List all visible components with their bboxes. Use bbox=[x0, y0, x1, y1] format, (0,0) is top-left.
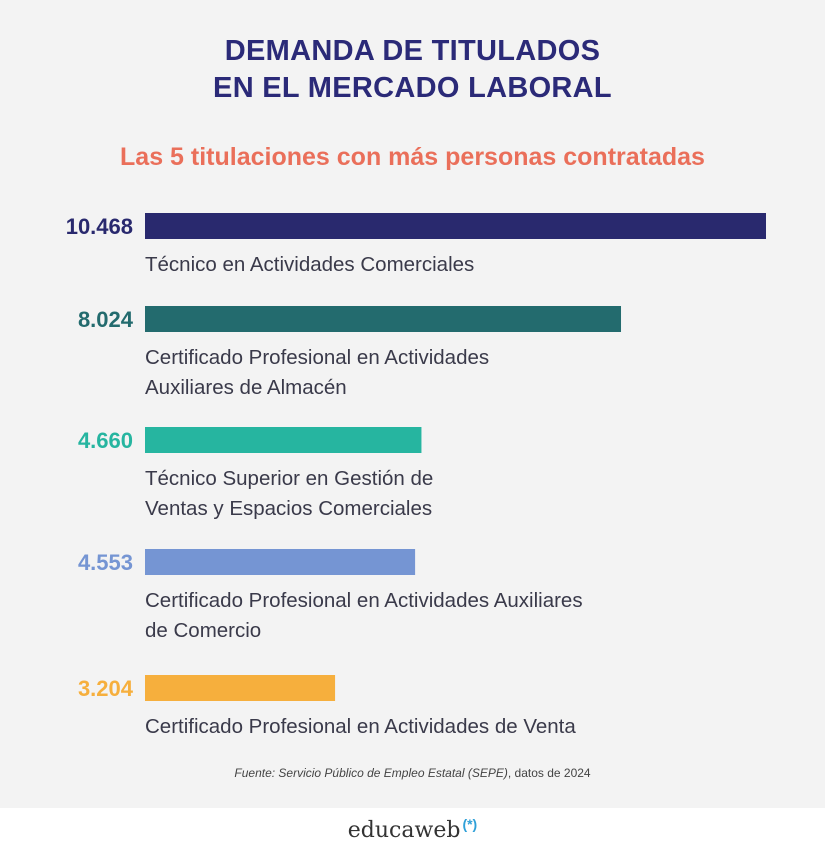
infographic-panel bbox=[0, 0, 825, 808]
value-label-1: 10.468 bbox=[66, 214, 133, 239]
chart-title-line-2: EN EL MERCADO LABORAL bbox=[213, 72, 612, 104]
category-label-5-line-1: Certificado Profesional en Actividades d… bbox=[145, 715, 576, 738]
bar-2 bbox=[145, 306, 622, 332]
brand-mark-icon: (*) bbox=[462, 816, 478, 832]
value-label-5: 3.204 bbox=[78, 676, 134, 701]
category-label-4: Certificado Profesional en Actividades A… bbox=[145, 586, 705, 646]
value-label-3: 4.660 bbox=[78, 428, 133, 453]
category-label-4-line-1: Certificado Profesional en Actividades A… bbox=[145, 589, 583, 612]
bar-chart: 10.468 8.024 4.660 4.553 3.204 bbox=[66, 213, 766, 701]
category-label-5: Certificado Profesional en Actividades d… bbox=[145, 712, 705, 742]
category-label-2: Certificado Profesional en Actividades Au… bbox=[145, 343, 705, 403]
bar-5 bbox=[145, 675, 336, 701]
chart-title-line-1: DEMANDA DE TITULADOS bbox=[224, 35, 601, 67]
footer: educaweb (*) bbox=[0, 808, 825, 850]
bar-4 bbox=[145, 549, 416, 575]
brand-logo[interactable]: educaweb (*) bbox=[0, 816, 825, 843]
category-label-1: Técnico en Actividades Comerciales bbox=[145, 250, 705, 280]
bar-3 bbox=[145, 427, 422, 453]
category-label-3: Técnico Superior en Gestión de Ventas y E… bbox=[145, 464, 705, 524]
source-year: , datos de 2024 bbox=[507, 766, 591, 780]
brand-name: educaweb bbox=[347, 818, 461, 843]
bar-1 bbox=[145, 213, 766, 239]
category-label-4-line-2: de Comercio bbox=[145, 619, 262, 642]
value-label-4: 4.553 bbox=[78, 550, 133, 575]
category-label-3-line-2: Ventas y Espacios Comerciales bbox=[145, 497, 433, 520]
chart-subtitle: Las 5 titulaciones con más personas cont… bbox=[120, 143, 705, 171]
category-label-2-line-2: Auxiliares de Almacén bbox=[145, 376, 347, 399]
category-label-3-line-1: Técnico Superior en Gestión de bbox=[145, 467, 434, 490]
chart-title: DEMANDA DE TITULADOS EN EL MERCADO LABOR… bbox=[0, 33, 825, 107]
source-name: Fuente: Servicio Público de Empleo Estat… bbox=[234, 766, 508, 780]
value-label-2: 8.024 bbox=[78, 307, 134, 332]
source-note: Fuente: Servicio Público de Empleo Estat… bbox=[0, 766, 825, 780]
category-label-1-line-1: Técnico en Actividades Comerciales bbox=[145, 253, 475, 276]
category-label-2-line-1: Certificado Profesional en Actividades bbox=[145, 346, 490, 369]
